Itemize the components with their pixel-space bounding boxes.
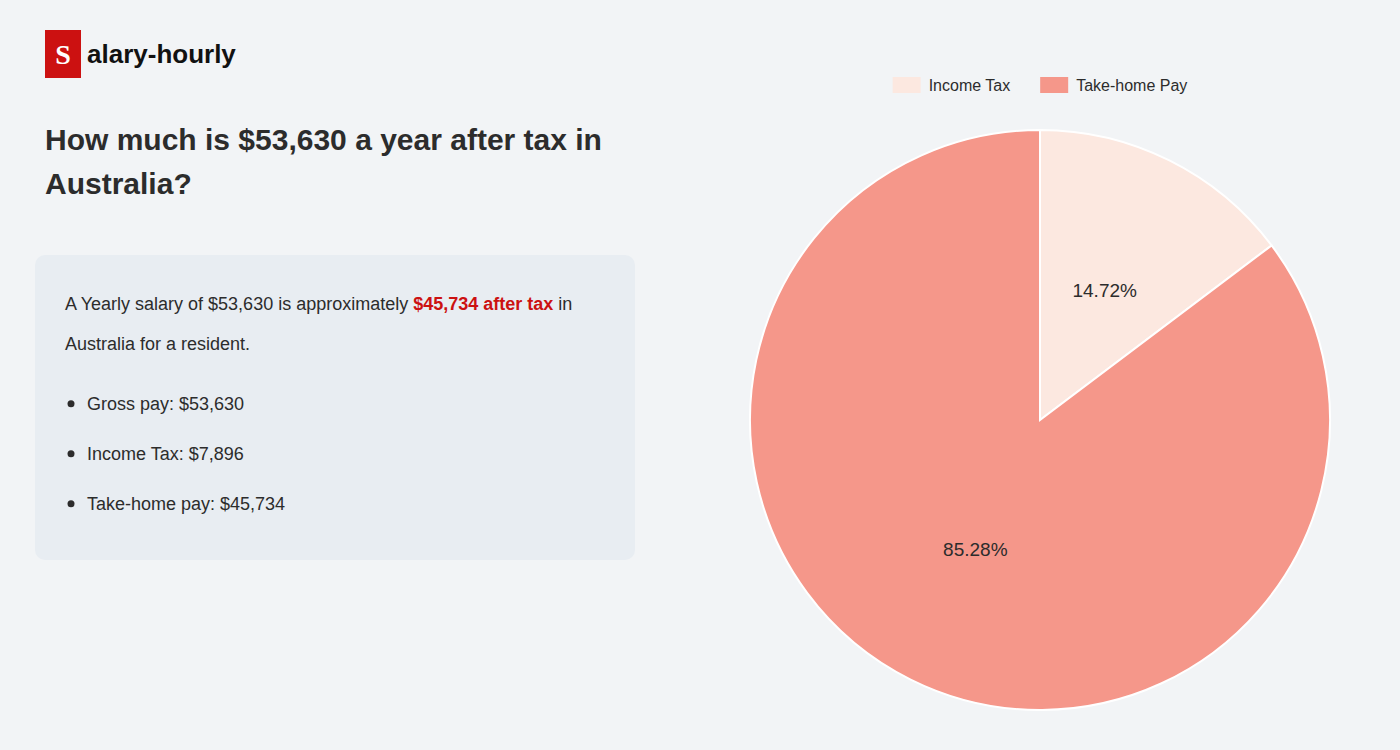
legend-item: Income Tax <box>893 77 1011 94</box>
description-text: Australia for a resident. <box>65 334 250 354</box>
description: A Yearly salary of $53,630 is approximat… <box>65 294 572 314</box>
title-line: Australia? <box>45 167 192 200</box>
bullet-text: Take-home pay: $45,734 <box>87 494 285 514</box>
title-line: How much is $53,630 a year after tax in <box>45 123 610 156</box>
text-panel: Salary-hourly How much is $53,630 a year … <box>35 30 635 560</box>
description-highlight: $45,734 after tax <box>413 294 553 314</box>
logo-letter: S <box>55 39 71 70</box>
background <box>0 0 1400 750</box>
legend-item: Take-home Pay <box>1040 77 1187 94</box>
legend: Income Tax Take-home Pay <box>893 77 1188 94</box>
data-label: 14.72% <box>1072 280 1137 301</box>
logo-box <box>45 30 81 78</box>
bullet-dot <box>68 500 75 507</box>
legend-swatch <box>1040 77 1068 93</box>
info-box <box>35 255 635 560</box>
data-label: 85.28% <box>943 539 1008 560</box>
bullet-dot <box>68 450 75 457</box>
logo-text: alary-hourly <box>87 39 236 69</box>
chart: Salary-hourly How much is $53,630 a year … <box>0 0 1400 750</box>
title: How much is $53,630 a year after tax in … <box>45 123 610 200</box>
legend-label: Income Tax <box>929 77 1011 94</box>
description-text: in <box>553 294 572 314</box>
legend-swatch <box>893 77 921 93</box>
pie: 14.72% 85.28% <box>750 130 1330 710</box>
bullet-dot <box>68 400 75 407</box>
bullet-text: Gross pay: $53,630 <box>87 394 244 414</box>
legend-label: Take-home Pay <box>1076 77 1187 94</box>
bullet-text: Income Tax: $7,896 <box>87 444 244 464</box>
pie-slice <box>750 130 1330 710</box>
description-text: A Yearly salary of $53,630 is approximat… <box>65 294 413 314</box>
